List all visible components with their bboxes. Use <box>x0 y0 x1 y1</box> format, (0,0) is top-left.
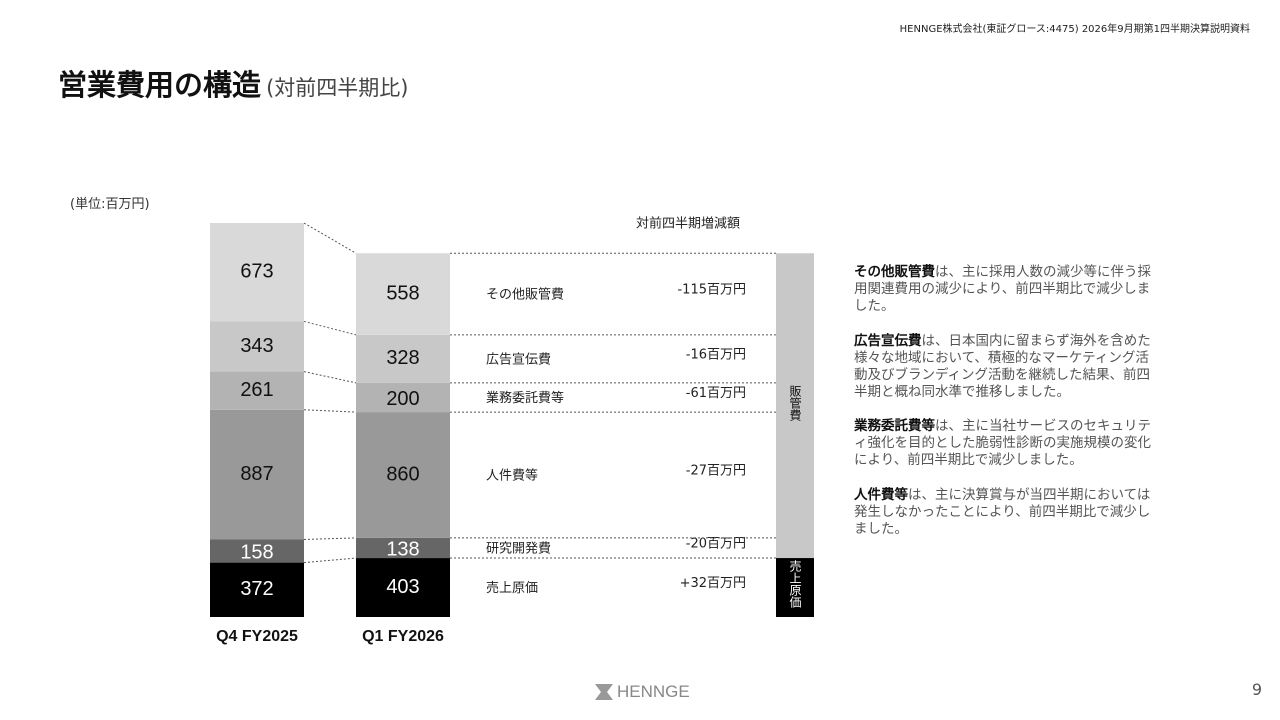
change-label: -27百万円 <box>686 463 746 478</box>
note-text: は、主に採用人数の減少等に伴う採用関連費用の減少により、前四半期比で減少しました… <box>854 264 1151 314</box>
connector <box>303 409 357 413</box>
bar-segment <box>356 412 450 538</box>
note-text: は、日本国内に留まらず海外を含めた様々な地域において、積極的なマーケティング活動… <box>854 333 1151 400</box>
row-label: 売上原価 <box>486 580 538 596</box>
bar-segment <box>210 539 304 563</box>
bar-segment <box>356 558 450 617</box>
change-label: -115百万円 <box>677 283 746 298</box>
segment-label: 158 <box>240 541 273 563</box>
note: 人件費等は、主に決算賞与が当四半期においては発生しなかったことにより、前四半期比… <box>854 487 1154 538</box>
note-bold: 広告宣伝費 <box>854 333 922 349</box>
row-label: 人件費等 <box>486 467 538 483</box>
row-label: 研究開発費 <box>486 540 551 556</box>
connector <box>303 371 357 384</box>
row-label: 広告宣伝費 <box>486 352 551 367</box>
bar-segment <box>210 409 304 540</box>
title-block: 営業費用の構造 (対前四半期比) <box>58 62 409 104</box>
footer-logo: HENNGE <box>594 682 690 702</box>
segment-label: 403 <box>386 576 419 598</box>
page-number: 9 <box>1251 680 1262 699</box>
segment-label: 673 <box>240 260 273 282</box>
note: その他販管費は、主に採用人数の減少等に伴う採用関連費用の減少により、前四半期比で… <box>854 264 1154 315</box>
connector <box>303 557 357 564</box>
note-bold: その他販管費 <box>854 264 935 280</box>
row-label: 業務委託費等 <box>486 390 564 406</box>
bar-segment <box>356 537 450 559</box>
segment-label: 343 <box>240 335 273 357</box>
bar-segment <box>356 382 450 413</box>
group-label: 売上原価 <box>788 559 802 608</box>
bar-segment <box>356 253 450 335</box>
group-label: 販管費 <box>788 384 802 421</box>
segment-label: 860 <box>386 463 419 485</box>
segment-label: 261 <box>240 379 273 401</box>
bar-segment <box>210 371 304 410</box>
logo-text: HENNGE <box>617 682 690 701</box>
company-header: HENNGE株式会社(東証グロース:4475) 2026年9月期第1四半期決算説… <box>899 24 1250 35</box>
x-tick-label: Q4 FY2025 <box>216 628 298 645</box>
unit-label: (単位:百万円) <box>70 197 150 212</box>
note-text: は、主に当社サービスのセキュリティ強化を目的とした脆弱性診断の実施規模の変化によ… <box>854 418 1151 468</box>
change-header: 対前四半期増減額 <box>636 216 740 232</box>
segment-label: 328 <box>386 347 419 369</box>
group-bar <box>776 253 814 559</box>
segment-label: 887 <box>240 463 273 485</box>
change-label: +32百万円 <box>680 576 746 591</box>
bar-segment <box>210 562 304 617</box>
connector <box>303 320 357 336</box>
row-label: その他販管費 <box>486 288 564 303</box>
segment-label: 138 <box>386 538 419 560</box>
connector <box>303 537 357 540</box>
connector <box>303 222 357 254</box>
segment-label: 200 <box>386 388 419 410</box>
x-tick-label: Q1 FY2026 <box>362 628 444 645</box>
note-bold: 業務委託費等 <box>854 418 935 434</box>
change-label: -20百万円 <box>686 536 746 551</box>
change-label: -61百万円 <box>686 386 746 401</box>
note: 業務委託費等は、主に当社サービスのセキュリティ強化を目的とした脆弱性診断の実施規… <box>854 418 1154 469</box>
group-bar <box>776 558 814 617</box>
note-bold: 人件費等 <box>854 487 908 503</box>
subtitle: (対前四半期比) <box>266 76 409 100</box>
segment-label: 372 <box>240 578 273 600</box>
bar-segment <box>210 223 304 322</box>
bar-segment <box>210 321 304 372</box>
note: 広告宣伝費は、日本国内に留まらず海外を含めた様々な地域において、積極的なマーケテ… <box>854 333 1154 401</box>
note-text: は、主に決算賞与が当四半期においては発生しなかったことにより、前四半期比で減少し… <box>854 487 1151 537</box>
bar-segment <box>356 334 450 383</box>
segment-label: 558 <box>386 282 419 304</box>
logo-icon <box>595 684 613 700</box>
title: 営業費用の構造 <box>58 68 262 102</box>
change-label: -16百万円 <box>686 347 746 362</box>
